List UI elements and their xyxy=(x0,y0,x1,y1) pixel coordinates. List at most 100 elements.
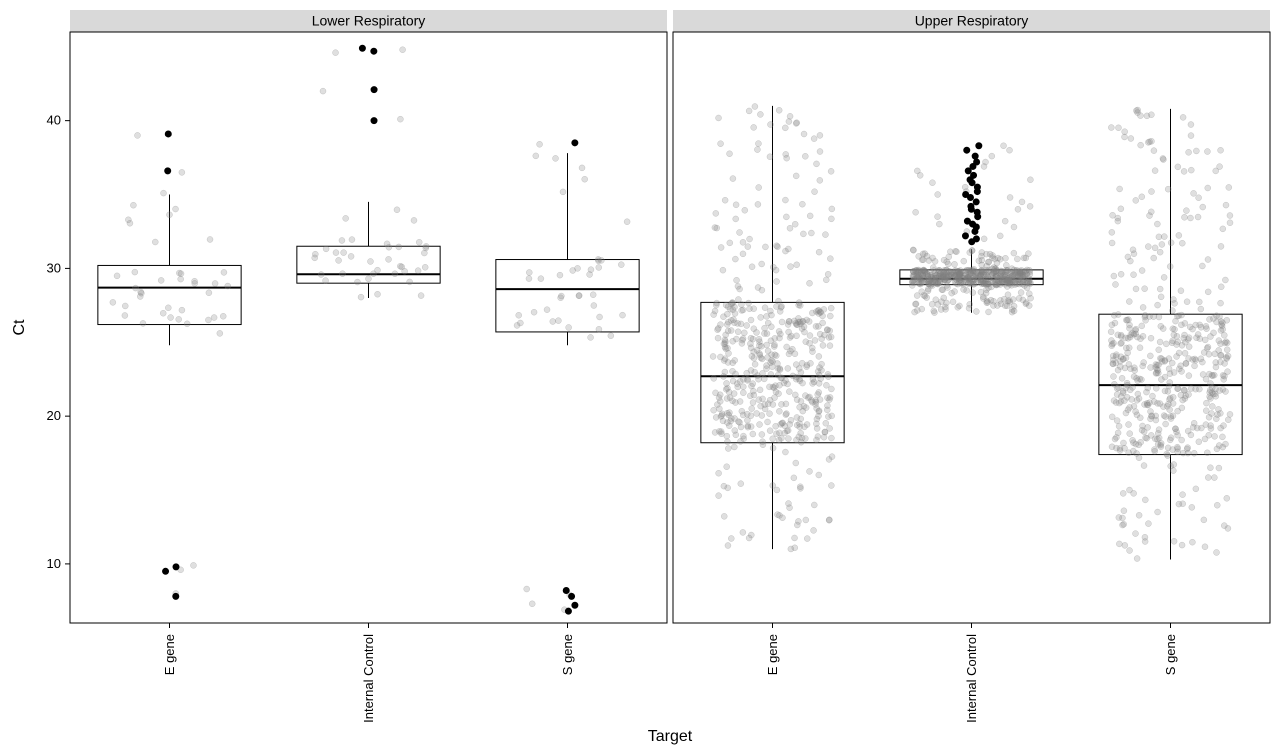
jitter-point xyxy=(808,230,814,236)
jitter-point xyxy=(766,384,772,390)
jitter-point xyxy=(1227,411,1233,417)
jitter-point xyxy=(1205,257,1211,263)
x-axis-tick-label: E gene xyxy=(765,634,780,675)
jitter-point xyxy=(176,316,182,322)
jitter-point xyxy=(978,253,984,259)
jitter-point xyxy=(727,151,733,157)
jitter-point xyxy=(374,267,380,273)
jitter-point xyxy=(553,155,559,161)
jitter-point xyxy=(1203,400,1209,406)
jitter-point xyxy=(624,219,630,225)
jitter-point xyxy=(1171,538,1177,544)
jitter-point xyxy=(1026,303,1032,309)
x-axis-tick-label: Internal Control xyxy=(964,634,979,723)
jitter-point xyxy=(929,281,935,287)
jitter-point xyxy=(367,258,373,264)
jitter-point xyxy=(1027,203,1033,209)
jitter-point xyxy=(730,176,736,182)
jitter-point xyxy=(754,410,760,416)
jitter-point xyxy=(1122,542,1128,548)
jitter-point xyxy=(1135,391,1141,397)
jitter-point xyxy=(770,264,776,270)
jitter-point xyxy=(826,517,832,523)
jitter-point xyxy=(1174,353,1180,359)
outlier-point xyxy=(973,236,979,242)
jitter-point xyxy=(318,272,324,278)
jitter-point xyxy=(1168,463,1174,469)
jitter-point xyxy=(783,411,789,417)
jitter-point xyxy=(950,299,956,305)
jitter-point xyxy=(756,351,762,357)
outlier-point xyxy=(565,608,571,614)
jitter-point xyxy=(981,236,987,242)
jitter-point xyxy=(127,220,133,226)
jitter-point xyxy=(1176,313,1182,319)
jitter-point xyxy=(817,149,823,155)
jitter-point xyxy=(721,483,727,489)
jitter-point xyxy=(728,328,734,334)
jitter-point xyxy=(714,300,720,306)
jitter-point xyxy=(722,197,728,203)
jitter-point xyxy=(757,387,763,393)
jitter-point xyxy=(1143,317,1149,323)
jitter-point xyxy=(828,334,834,340)
jitter-point xyxy=(1134,397,1140,403)
jitter-point xyxy=(765,320,771,326)
jitter-point xyxy=(1175,386,1181,392)
outlier-point xyxy=(962,233,968,239)
jitter-point xyxy=(1182,350,1188,356)
jitter-point xyxy=(1157,401,1163,407)
jitter-point xyxy=(1216,338,1222,344)
jitter-point xyxy=(746,306,752,312)
jitter-point xyxy=(1141,463,1147,469)
box xyxy=(496,260,639,332)
jitter-point xyxy=(1016,295,1022,301)
y-axis-tick-label: 40 xyxy=(47,113,61,128)
jitter-point xyxy=(570,267,576,273)
y-axis-tick-label: 30 xyxy=(47,260,61,275)
jitter-point xyxy=(767,122,773,128)
jitter-point xyxy=(1151,399,1157,405)
jitter-point xyxy=(817,132,823,138)
jitter-point xyxy=(1151,148,1157,154)
jitter-point xyxy=(207,236,213,242)
jitter-point xyxy=(1221,332,1227,338)
jitter-point xyxy=(720,267,726,273)
jitter-point xyxy=(816,409,822,415)
jitter-point xyxy=(725,543,731,549)
jitter-point xyxy=(1149,413,1155,419)
jitter-point xyxy=(935,192,941,198)
jitter-point xyxy=(762,305,768,311)
jitter-point xyxy=(1119,515,1125,521)
jitter-point xyxy=(931,308,937,314)
jitter-point xyxy=(557,272,563,278)
jitter-point xyxy=(1114,385,1120,391)
jitter-point xyxy=(821,434,827,440)
jitter-point xyxy=(1218,353,1224,359)
jitter-point xyxy=(755,376,761,382)
jitter-point xyxy=(1181,168,1187,174)
jitter-point xyxy=(1149,393,1155,399)
jitter-point xyxy=(1133,286,1139,292)
jitter-point xyxy=(815,323,821,329)
jitter-point xyxy=(807,333,813,339)
jitter-point xyxy=(776,328,782,334)
jitter-point xyxy=(718,429,724,435)
jitter-point xyxy=(782,125,788,131)
jitter-point xyxy=(1109,240,1115,246)
jitter-point xyxy=(783,214,789,220)
jitter-point xyxy=(1137,415,1143,421)
outlier-point xyxy=(964,218,970,224)
chart-svg: Ct10203040TargetLower RespiratoryE geneI… xyxy=(0,0,1280,753)
jitter-point xyxy=(1224,347,1230,353)
jitter-point xyxy=(798,430,804,436)
jitter-point xyxy=(792,221,798,227)
jitter-point xyxy=(749,264,755,270)
jitter-point xyxy=(924,271,930,277)
jitter-point xyxy=(929,180,935,186)
jitter-point xyxy=(1138,142,1144,148)
jitter-point xyxy=(828,305,834,311)
jitter-point xyxy=(789,346,795,352)
jitter-point xyxy=(1197,336,1203,342)
jitter-point xyxy=(1196,439,1202,445)
